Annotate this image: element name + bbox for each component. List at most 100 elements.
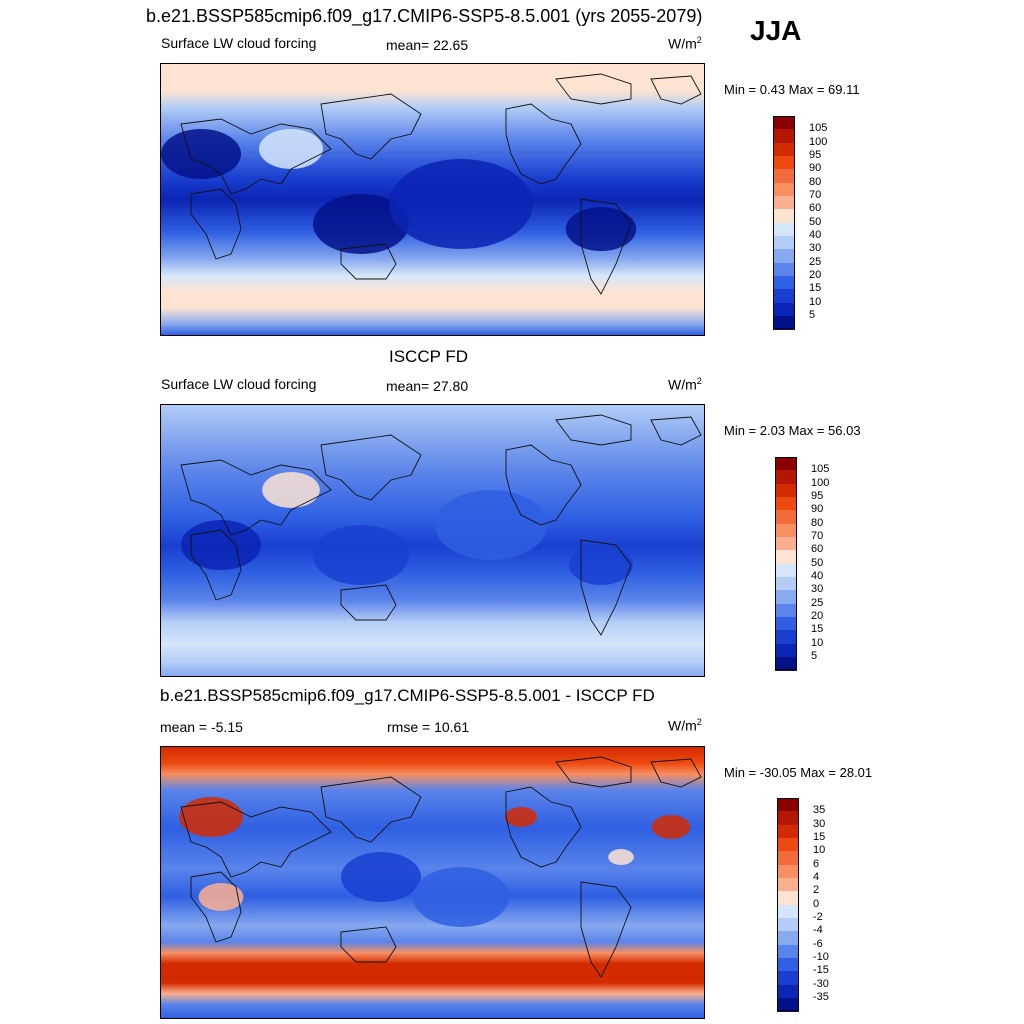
colorbar-tick-label: 30 xyxy=(813,817,826,830)
colorbar-swatch xyxy=(777,917,799,932)
colorbar-tick-label: -6 xyxy=(813,937,823,950)
units-label: W/m2 xyxy=(668,717,702,734)
panel-title: ISCCP FD xyxy=(389,347,469,366)
colorbar-tick-label: 90 xyxy=(809,162,822,175)
colorbar-swatch xyxy=(775,643,797,658)
map-obs-lw-cloud-forcing xyxy=(160,404,705,677)
colorbar-tick-label: 10 xyxy=(813,844,826,857)
colorbar-tick-label: 100 xyxy=(811,476,830,489)
colorbar-tick-label: 40 xyxy=(811,569,824,582)
colorbar-swatch xyxy=(777,798,799,812)
colorbar-tick-label: 15 xyxy=(809,282,822,295)
colorbar-swatch xyxy=(777,997,799,1012)
colorbar-swatch xyxy=(773,275,795,290)
map-difference xyxy=(160,746,705,1019)
colorbar-swatch xyxy=(775,483,797,498)
main-title: b.e21.BSSP585cmip6.f09_g17.CMIP6-SSP5-8.… xyxy=(146,6,703,26)
colorbar-swatch xyxy=(777,877,799,892)
colorbar-swatch xyxy=(773,222,795,237)
colorbar-swatch xyxy=(777,811,799,826)
minmax-label: Min = -30.05 Max = 28.01 xyxy=(724,765,873,780)
colorbar-swatch xyxy=(773,142,795,157)
colorbar-swatch xyxy=(773,195,795,210)
colorbar-tick-label: 5 xyxy=(809,308,816,321)
colorbar-tick-label: 60 xyxy=(809,202,822,215)
colorbar-tick-label: 95 xyxy=(809,148,822,161)
colorbar-swatch xyxy=(775,523,797,538)
colorbar-swatch xyxy=(773,129,795,144)
units-label: W/m2 xyxy=(668,376,702,393)
minmax-label: Min = 0.43 Max = 69.11 xyxy=(724,82,860,97)
colorbar-swatch xyxy=(773,235,795,250)
colorbar-swatch xyxy=(775,630,797,645)
colorbar-swatch xyxy=(775,563,797,578)
colorbar-tick-label: 95 xyxy=(811,489,824,502)
colorbar-swatch xyxy=(773,302,795,317)
colorbar-swatch xyxy=(773,155,795,170)
colorbar-swatch xyxy=(775,470,797,485)
colorbar-swatch xyxy=(775,603,797,618)
colorbar-tick-label: 15 xyxy=(811,623,824,636)
colorbar-tick-label: -4 xyxy=(813,924,823,937)
colorbar-swatch xyxy=(775,616,797,631)
map-model-lw-cloud-forcing xyxy=(160,63,705,336)
colorbar-swatch xyxy=(777,971,799,986)
colorbar-tick-label: 40 xyxy=(809,228,822,241)
colorbar-frame xyxy=(777,798,799,1012)
colorbar-tick-label: 100 xyxy=(809,135,828,148)
colorbar-tick-label: 70 xyxy=(811,529,824,542)
colorbar-tick-label: -35 xyxy=(813,990,829,1003)
colorbar-tick-label: 70 xyxy=(809,188,822,201)
colorbar-swatch xyxy=(773,209,795,224)
colorbar-swatch xyxy=(775,550,797,565)
panel-mean-label: mean= 27.80 xyxy=(386,378,469,394)
colorbar-swatch xyxy=(775,536,797,551)
colorbar-swatch xyxy=(777,904,799,919)
colorbar-tick-label: 50 xyxy=(809,215,822,228)
colorbar-tick-label: 80 xyxy=(809,175,822,188)
colorbar-tick-label: 10 xyxy=(811,636,824,649)
colorbar-tick-label: 25 xyxy=(811,596,824,609)
colorbar-swatch xyxy=(775,656,797,671)
colorbar-swatch xyxy=(773,262,795,277)
colorbar-swatch xyxy=(777,824,799,839)
panel-mean-label: mean= 22.65 xyxy=(386,37,469,53)
colorbar-tick-label: 30 xyxy=(811,583,824,596)
units-label: W/m2 xyxy=(668,35,702,52)
colorbar-tick-label: 80 xyxy=(811,516,824,529)
colorbar-tick-label: 0 xyxy=(813,897,820,910)
colorbar-tick-label: 4 xyxy=(813,870,820,883)
colorbar-tick-label: 10 xyxy=(809,295,822,308)
colorbar-tick-label: 2 xyxy=(813,884,820,897)
panel-mean-label: mean = -5.15 xyxy=(160,719,243,735)
colorbar-frame xyxy=(773,116,795,330)
colorbar-tick-label: 90 xyxy=(811,503,824,516)
colorbar-swatch xyxy=(773,169,795,184)
colorbar-swatch xyxy=(775,457,797,471)
colorbar-tick-label: 20 xyxy=(811,609,824,622)
colorbar-swatch xyxy=(777,864,799,879)
colorbar-swatch xyxy=(775,510,797,525)
colorbar-swatch xyxy=(773,116,795,130)
colorbar-tick-label: 105 xyxy=(811,463,830,476)
colorbar-tick-label: -2 xyxy=(813,910,823,923)
colorbar-tick-label: 6 xyxy=(813,857,820,870)
colorbar-tick-label: -15 xyxy=(813,964,829,977)
colorbar-swatch xyxy=(777,891,799,906)
colorbar-swatch xyxy=(777,851,799,866)
colorbar-swatch xyxy=(775,576,797,591)
panel-rmse-label: rmse = 10.61 xyxy=(387,719,470,735)
panel-variable-label: Surface LW cloud forcing xyxy=(161,35,317,51)
colorbar-tick-label: 60 xyxy=(811,543,824,556)
colorbar-tick-label: 35 xyxy=(813,804,826,817)
colorbar-tick-label: 20 xyxy=(809,268,822,281)
colorbar-tick-label: 105 xyxy=(809,122,828,135)
colorbar-swatch xyxy=(773,289,795,304)
colorbar-swatch xyxy=(777,944,799,959)
colorbar-swatch xyxy=(777,984,799,999)
colorbar-swatch xyxy=(775,590,797,605)
colorbar-swatch xyxy=(777,957,799,972)
panel-variable-label: Surface LW cloud forcing xyxy=(161,376,317,392)
panel-title: b.e21.BSSP585cmip6.f09_g17.CMIP6-SSP5-8.… xyxy=(160,686,655,705)
colorbar-swatch xyxy=(777,931,799,946)
